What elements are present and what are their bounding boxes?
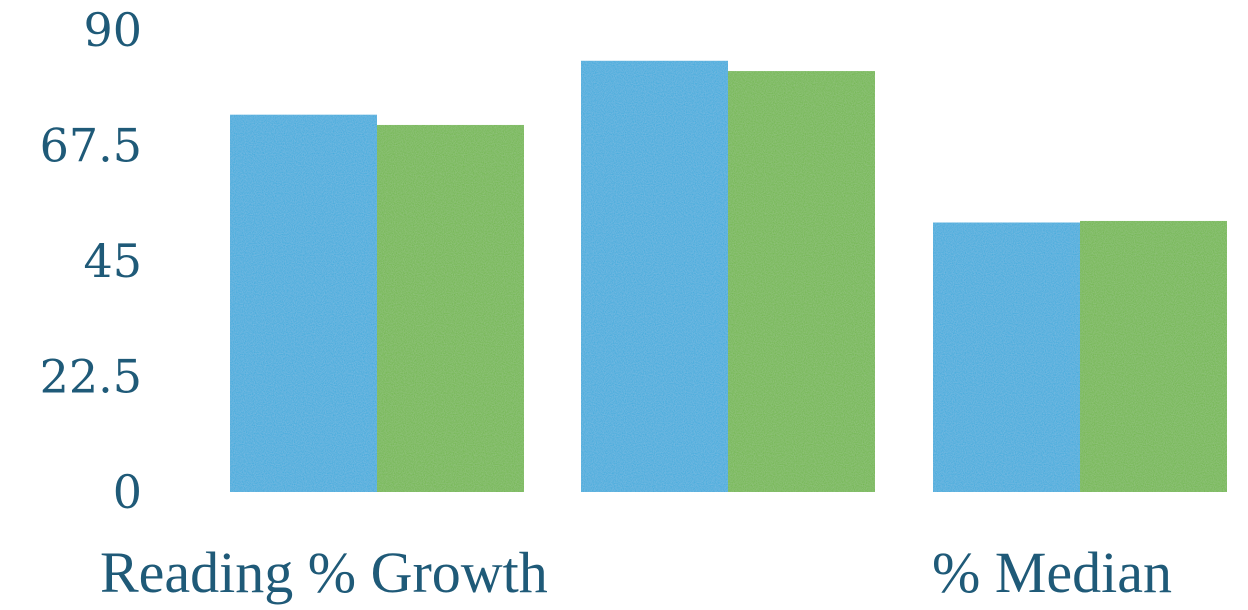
bars (230, 60, 1227, 493)
bar (1080, 220, 1227, 492)
y-axis-tick-labels: 0 22.5 45 67.5 90 (40, 3, 142, 519)
x-axis-category-labels: Reading % Growth % Median (100, 540, 1172, 605)
bar (933, 222, 1080, 492)
x-category-label: Reading % Growth (100, 540, 548, 605)
y-tick-label: 67.5 (40, 119, 142, 173)
y-tick-label: 90 (83, 3, 142, 57)
y-tick-label: 45 (83, 234, 142, 288)
x-category-label: % Median (932, 540, 1172, 605)
bar (230, 114, 377, 492)
y-tick-label: 22.5 (40, 350, 142, 404)
y-tick-label: 0 (113, 465, 142, 519)
bar (377, 124, 524, 492)
bar (728, 71, 875, 493)
bar (581, 60, 728, 493)
